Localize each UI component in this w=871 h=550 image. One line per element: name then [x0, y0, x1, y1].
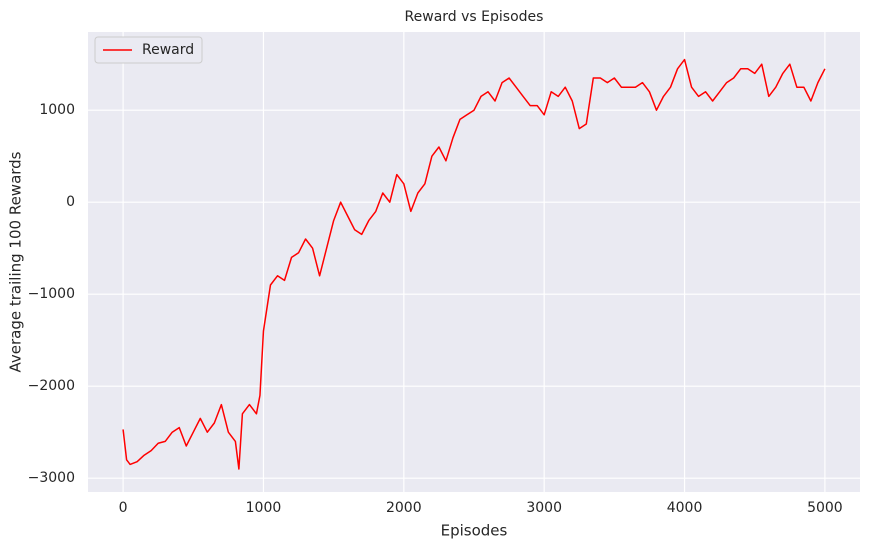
x-tick-label: 2000 [386, 500, 422, 516]
x-tick-label: 1000 [246, 500, 282, 516]
x-axis-label: Episodes [441, 522, 508, 540]
y-axis-label: Average trailing 100 Rewards [7, 151, 25, 372]
y-tick-label: −3000 [28, 470, 75, 486]
legend-label: Reward [142, 42, 194, 58]
x-tick-label: 3000 [526, 500, 562, 516]
y-tick-label: −1000 [28, 286, 75, 302]
x-tick-label: 4000 [667, 500, 703, 516]
y-tick-label: 1000 [39, 102, 75, 118]
plot-area [88, 32, 860, 492]
legend-box [94, 36, 203, 64]
y-tick-label: 0 [66, 194, 75, 210]
x-tick-label: 5000 [807, 500, 843, 516]
chart-title: Reward vs Episodes [405, 9, 544, 25]
line [122, 58, 826, 470]
x-tick-label: 0 [119, 500, 128, 516]
y-tick-label: −2000 [28, 378, 75, 394]
